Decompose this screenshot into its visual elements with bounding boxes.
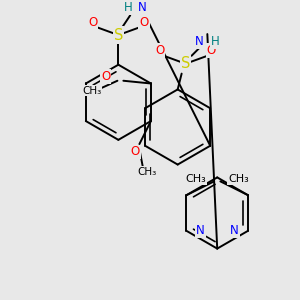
Text: N: N [230, 224, 239, 237]
Text: O: O [207, 44, 216, 57]
Text: S: S [114, 28, 123, 43]
Text: O: O [140, 16, 149, 29]
Text: H: H [124, 1, 133, 14]
Text: CH₃: CH₃ [228, 174, 249, 184]
Text: CH₃: CH₃ [138, 167, 157, 177]
Text: H: H [211, 35, 220, 49]
Text: O: O [101, 70, 110, 83]
Text: S: S [181, 56, 190, 71]
Text: CH₃: CH₃ [186, 174, 206, 184]
Text: O: O [155, 44, 164, 57]
Text: N: N [196, 224, 205, 237]
Text: O: O [88, 16, 97, 29]
Text: N: N [195, 35, 204, 49]
Text: N: N [138, 1, 146, 14]
Text: O: O [131, 146, 140, 158]
Text: CH₃: CH₃ [82, 85, 101, 96]
